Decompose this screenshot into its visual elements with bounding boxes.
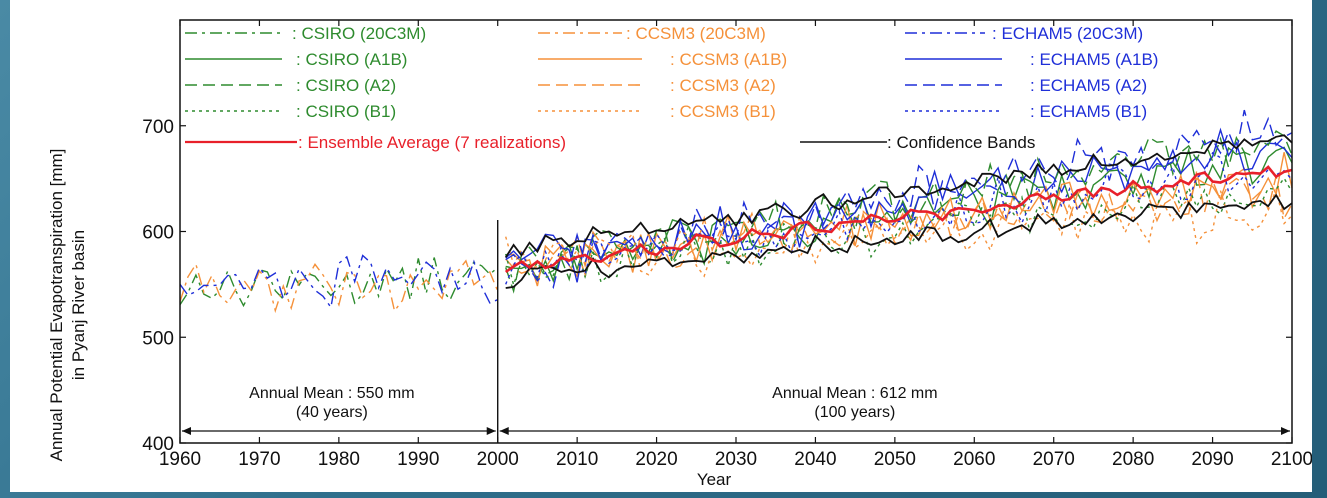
legend-entry-label: : CSIRO (B1) <box>296 102 396 121</box>
series-line-confidence-bands-upper <box>504 134 1293 258</box>
legend-entry-label: : CSIRO (20C3M) <box>292 24 426 43</box>
y-tick-label: 500 <box>142 328 174 349</box>
x-tick-label: 2090 <box>1191 449 1233 470</box>
annual-mean-label: Annual Mean : 612 mm <box>772 385 937 402</box>
y-tick-label: 400 <box>142 434 174 455</box>
series-line-csiro-a1b <box>505 146 1293 283</box>
legend-entry-label: : CSIRO (A1B) <box>296 50 407 69</box>
legend-entry-label: : CCSM3 (A1B) <box>670 50 787 69</box>
axes: 1960 1970 1980 1990 2000 2010 2020 2030 2040 2050… <box>142 19 1312 470</box>
x-axis-label: Year <box>697 470 732 489</box>
series-line-confidence-bands-lower <box>505 193 1293 289</box>
legend-entry-label: : ECHAM5 (A2) <box>1030 76 1147 95</box>
annual-mean-label: Annual Mean : 550 mm <box>249 385 414 402</box>
series-line-ccsm3-b1 <box>505 187 1293 278</box>
legend-entry-label: : CCSM3 (B1) <box>670 102 776 121</box>
x-tick-label: 1970 <box>238 449 280 470</box>
series-line-ccsm3-a2 <box>505 170 1293 274</box>
series-line-echam5-20c3m <box>179 254 498 310</box>
period-length-label: (100 years) <box>814 404 895 421</box>
x-tick-label: 1980 <box>318 449 360 470</box>
legend-entry-label: : Ensemble Average (7 realizations) <box>298 133 566 152</box>
x-tick-label: 2060 <box>953 449 995 470</box>
y-axis-label-line-2: in Pyanj River basin <box>69 230 88 380</box>
series-line-echam5-a2 <box>505 109 1293 290</box>
y-tick-label: 600 <box>142 223 174 244</box>
x-tick-label: 2100 <box>1271 449 1312 470</box>
series-line-csiro-20c3m <box>179 257 499 308</box>
period-length-label: (40 years) <box>296 404 368 421</box>
legend-entry-label: : Confidence Bands <box>887 133 1035 152</box>
x-tick-label: 2030 <box>715 449 757 470</box>
evapotranspiration-chart: : CSIRO (20C3M) : CCSM3 (20C3M) : ECHAM5 (… <box>47 19 1312 489</box>
x-tick-label: 2070 <box>1033 449 1075 470</box>
y-tick-label: 700 <box>142 117 174 138</box>
legend-entry-label: : ECHAM5 (B1) <box>1030 102 1147 121</box>
legend: : CSIRO (20C3M) : CCSM3 (20C3M) : ECHAM5 (… <box>185 24 1158 152</box>
series-line-echam5-a1b <box>505 127 1293 283</box>
series-line-csiro-a2 <box>505 130 1293 294</box>
x-tick-label: 2020 <box>635 449 677 470</box>
y-axis-label: Annual Potential Evapotranspiration [mm]… <box>47 149 88 462</box>
chart-panel: : CSIRO (20C3M) : CCSM3 (20C3M) : ECHAM5 (… <box>10 0 1312 492</box>
period-arrow-head-left <box>182 427 191 435</box>
period-arrow-head-right <box>486 427 496 435</box>
period-arrow-head-right <box>1281 427 1290 435</box>
x-tick-label: 2080 <box>1112 449 1154 470</box>
annotations: Annual Mean : 550 mm (40 years) Annual Mea… <box>182 220 1290 443</box>
plot-lines <box>179 109 1293 314</box>
series-line-ccsm3-20c3m <box>179 259 499 314</box>
series-line-csiro-b1 <box>505 176 1293 288</box>
legend-entry-label: : CCSM3 (20C3M) <box>626 24 766 43</box>
series-line-ensemble-average-7-realizations <box>504 165 1293 273</box>
x-tick-label: 1960 <box>159 449 201 470</box>
y-axis-label-line-1: Annual Potential Evapotranspiration [mm] <box>47 149 66 462</box>
legend-entry-label: : ECHAM5 (20C3M) <box>992 24 1143 43</box>
x-tick-label: 2010 <box>556 449 598 470</box>
legend-entry-label: : ECHAM5 (A1B) <box>1030 50 1158 69</box>
period-arrow-head-left <box>499 427 509 435</box>
legend-entry-label: : CCSM3 (A2) <box>670 76 776 95</box>
x-tick-label: 1990 <box>397 449 439 470</box>
x-tick-label: 2050 <box>874 449 916 470</box>
x-tick-label: 2040 <box>794 449 836 470</box>
x-tick-label: 2000 <box>477 449 519 470</box>
legend-entry-label: : CSIRO (A2) <box>296 76 396 95</box>
